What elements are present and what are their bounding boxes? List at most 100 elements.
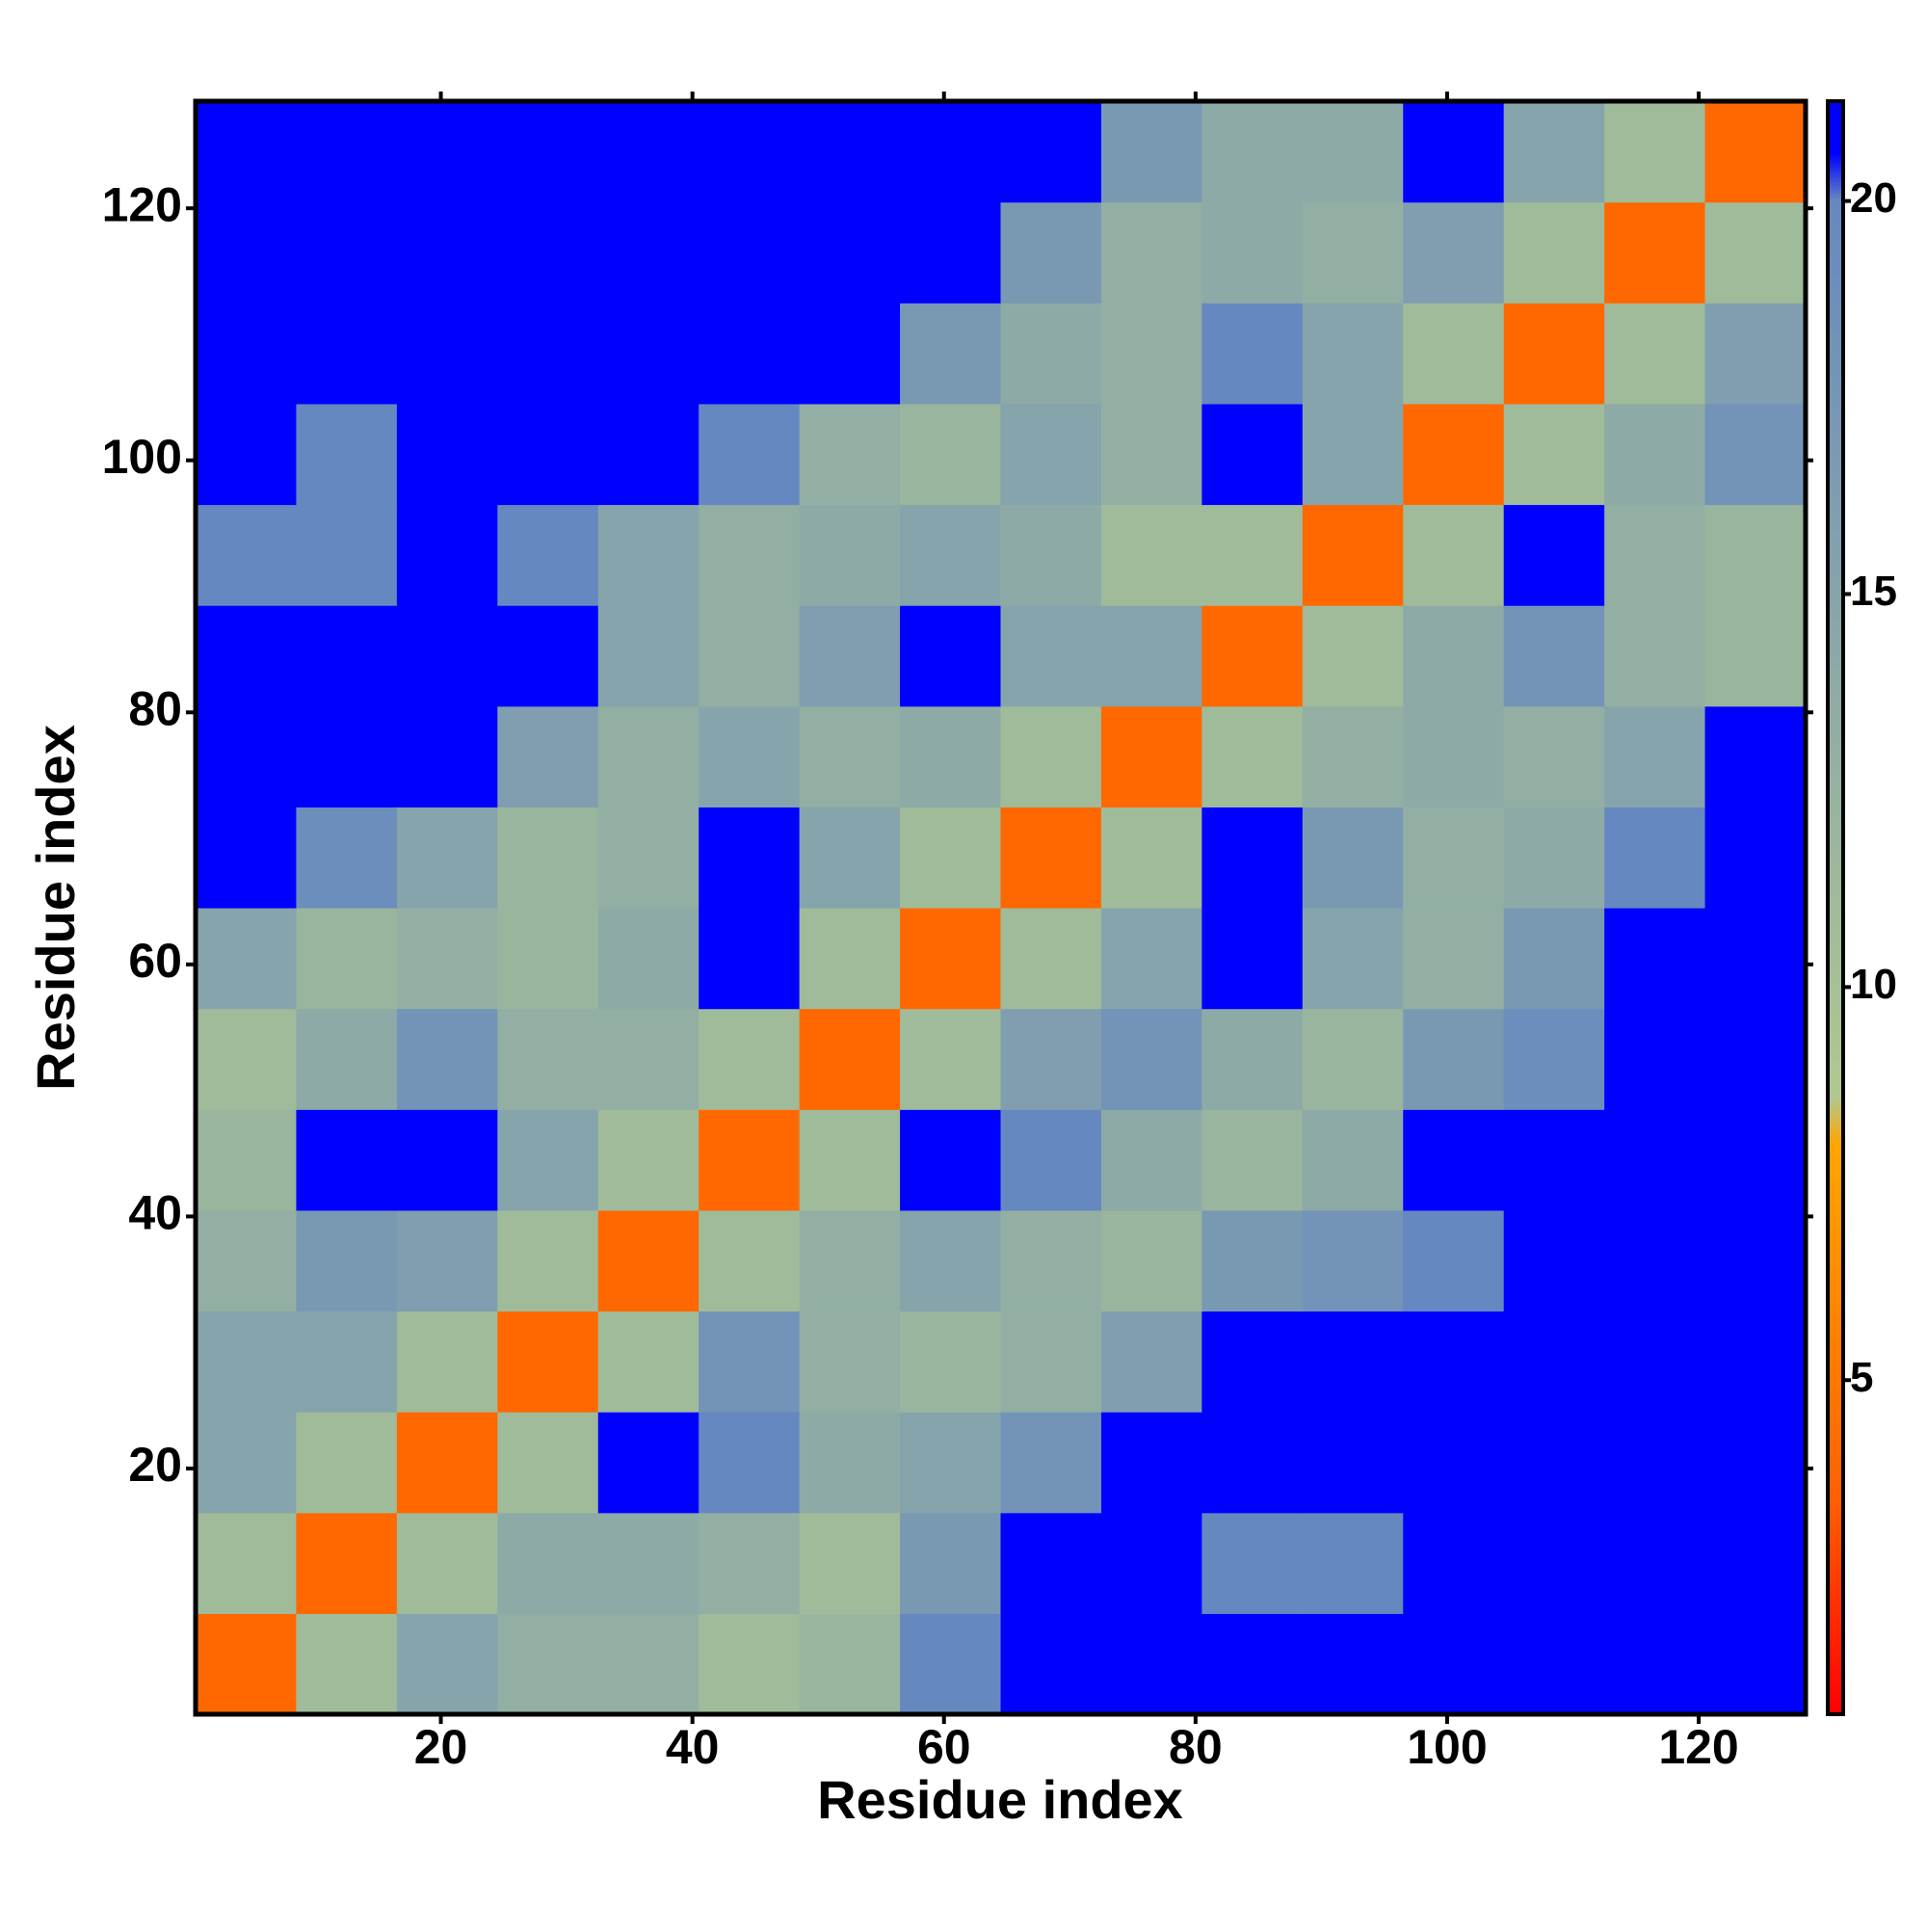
heatmap-cell	[597, 605, 700, 707]
heatmap-cell	[900, 1008, 1002, 1110]
heatmap-cell	[296, 807, 398, 909]
heatmap-cell	[1100, 1512, 1202, 1614]
heatmap-cell	[396, 1209, 498, 1312]
heatmap-cell	[1100, 605, 1202, 707]
heatmap-cell	[1302, 1310, 1404, 1413]
heatmap-cell	[1000, 504, 1102, 606]
heatmap-cell	[1000, 807, 1102, 909]
heatmap-cell	[1100, 1109, 1202, 1211]
heatmap-cell	[1302, 1412, 1404, 1514]
heatmap-cell	[1503, 1209, 1605, 1312]
heatmap-cell	[396, 1109, 498, 1211]
heatmap-cell	[1403, 1209, 1505, 1312]
heatmap-cell	[1000, 201, 1102, 304]
heatmap-cell	[900, 1412, 1002, 1514]
heatmap-cell	[1302, 403, 1404, 506]
heatmap-cell	[1704, 705, 1807, 807]
heatmap-cell	[1604, 1310, 1706, 1413]
heatmap-cell	[1201, 807, 1304, 909]
heatmap-cell	[1604, 403, 1706, 506]
heatmap-cell	[1704, 605, 1807, 707]
heatmap-cell	[1201, 504, 1304, 606]
colorbar-tick-label: 20	[1850, 174, 1897, 222]
heatmap-cell	[196, 201, 298, 304]
heatmap-cell	[1201, 1512, 1304, 1614]
heatmap-cell	[296, 1412, 398, 1514]
heatmap-cell	[196, 1008, 298, 1110]
heatmap-cell	[597, 1512, 700, 1614]
y-tick-label: 40	[128, 1186, 182, 1240]
heatmap-cell	[1503, 504, 1605, 606]
heatmap-cell	[497, 101, 599, 203]
heatmap-cell	[699, 705, 801, 807]
heatmap-cell	[296, 1209, 398, 1312]
heatmap-cell	[699, 1310, 801, 1413]
heatmap-cell	[196, 403, 298, 506]
heatmap-cell	[1503, 1412, 1605, 1514]
heatmap-cell	[1604, 705, 1706, 807]
y-tick-label: 100	[102, 430, 182, 484]
heatmap-cell	[1704, 1209, 1807, 1312]
heatmap-cell	[1100, 908, 1202, 1010]
heatmap-cell	[699, 101, 801, 203]
heatmap-cell	[1704, 1412, 1807, 1514]
heatmap-cell	[1000, 1109, 1102, 1211]
heatmap-cell	[900, 908, 1002, 1010]
heatmap-cell	[497, 1613, 599, 1715]
y-axis-label: Residue index	[25, 725, 86, 1091]
y-tick-label: 20	[128, 1438, 182, 1492]
heatmap-cell	[699, 908, 801, 1010]
heatmap-cell	[1100, 201, 1202, 304]
heatmap-cell	[497, 1008, 599, 1110]
heatmap-cell	[699, 1209, 801, 1312]
heatmap-cell	[799, 1310, 901, 1413]
heatmap-cell	[900, 807, 1002, 909]
heatmap-cell	[900, 504, 1002, 606]
y-tick-label: 60	[128, 934, 182, 988]
heatmap-cell	[1302, 705, 1404, 807]
heatmap-cell	[1000, 705, 1102, 807]
heatmap-cell	[597, 1310, 700, 1413]
heatmap-cell	[396, 605, 498, 707]
colorbar-tick-label: 10	[1850, 961, 1897, 1008]
heatmap-cell	[196, 1613, 298, 1715]
heatmap-cell	[597, 705, 700, 807]
heatmap-cell	[1100, 807, 1202, 909]
heatmap-cell	[1704, 201, 1807, 304]
heatmap-cell	[597, 908, 700, 1010]
heatmap-cell	[1403, 303, 1505, 405]
heatmap-cell	[597, 1109, 700, 1211]
heatmap-cell	[1503, 303, 1605, 405]
x-tick-label: 60	[917, 1720, 971, 1774]
heatmap-cell	[497, 908, 599, 1010]
heatmap-cell	[296, 1613, 398, 1715]
heatmap-cell	[799, 1008, 901, 1110]
heatmap-cell	[196, 605, 298, 707]
heatmap-cell	[396, 201, 498, 304]
heatmap-cell	[396, 705, 498, 807]
heatmap-cell	[799, 403, 901, 506]
heatmap-cell	[296, 101, 398, 203]
heatmap-cell	[799, 101, 901, 203]
heatmap-cell	[699, 201, 801, 304]
heatmap	[196, 101, 1807, 1715]
heatmap-cell	[1503, 605, 1605, 707]
heatmap-cell	[196, 1109, 298, 1211]
heatmap-cell	[699, 1109, 801, 1211]
heatmap-cell	[497, 403, 599, 506]
heatmap-cell	[196, 1412, 298, 1514]
heatmap-cell	[1201, 201, 1304, 304]
heatmap-cell	[900, 605, 1002, 707]
heatmap-cell	[799, 1412, 901, 1514]
heatmap-cell	[699, 504, 801, 606]
heatmap-cell	[396, 101, 498, 203]
heatmap-cell	[396, 504, 498, 606]
heatmap-cell	[1302, 303, 1404, 405]
heatmap-cell	[1302, 1613, 1404, 1715]
heatmap-cell	[296, 303, 398, 405]
plot-frame	[193, 98, 1808, 1717]
heatmap-cell	[1302, 504, 1404, 606]
heatmap-cell	[1201, 1310, 1304, 1413]
heatmap-cell	[1100, 1209, 1202, 1312]
heatmap-cell	[799, 705, 901, 807]
